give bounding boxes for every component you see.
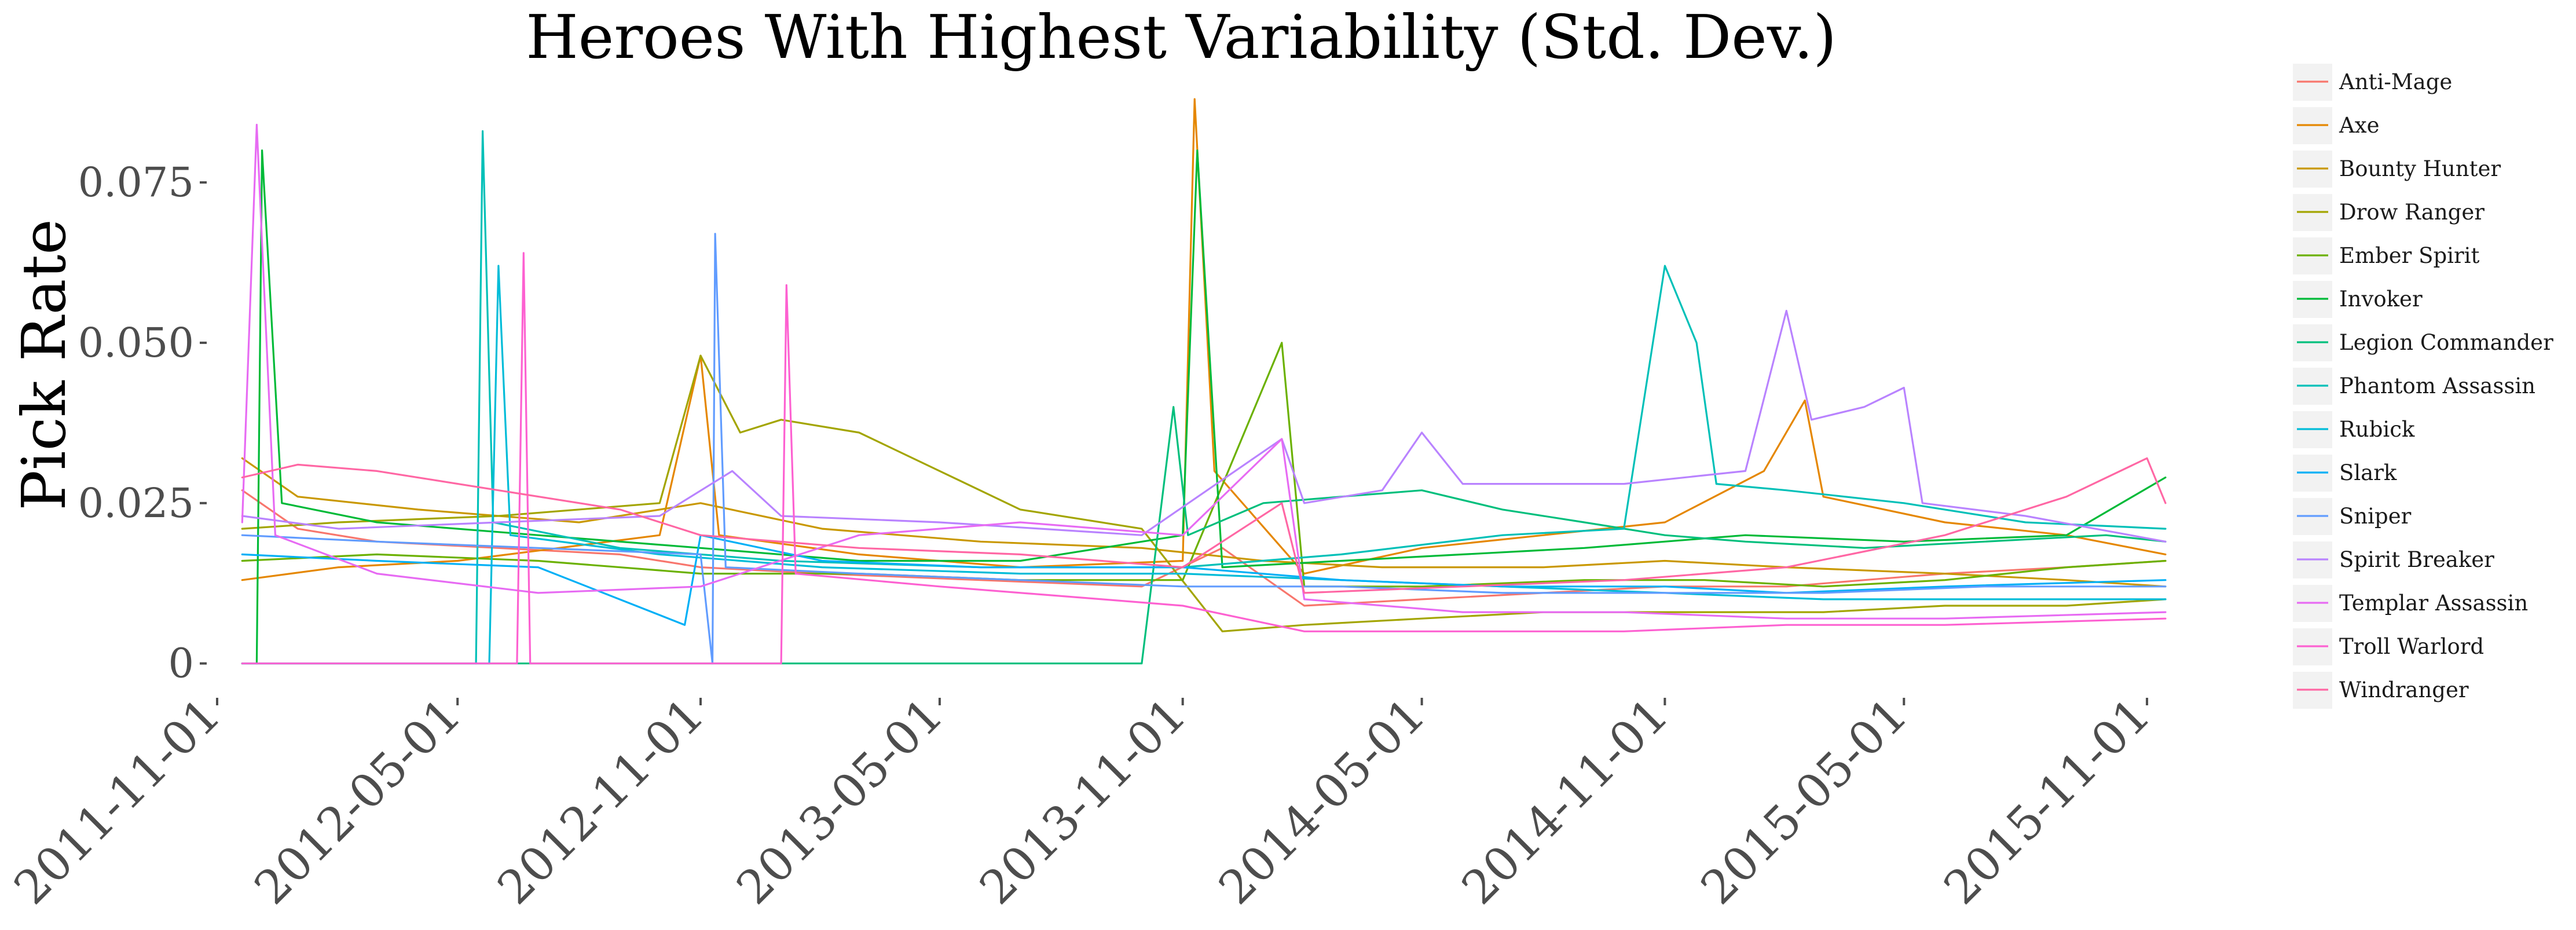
series-line-rubick — [241, 265, 2167, 665]
series-line-templar-assassin — [241, 123, 2167, 620]
x-tick-label: 2014-11-01 — [1452, 688, 1679, 915]
legend-item-windranger: Windranger — [2293, 672, 2469, 709]
y-tick-label: 0.025 — [78, 479, 194, 527]
legend-item-legion-commander: Legion Commander — [2293, 324, 2553, 361]
legend-item-axe: Axe — [2293, 107, 2379, 144]
legend-label: Slark — [2339, 460, 2397, 485]
legend-label: Legion Commander — [2339, 330, 2553, 355]
y-tick-label: 0.075 — [78, 159, 194, 206]
legend-item-spirit-breaker: Spirit Breaker — [2293, 541, 2494, 578]
legend-item-rubick: Rubick — [2293, 411, 2415, 448]
legend-label: Ember Spirit — [2339, 243, 2480, 268]
legend-label: Troll Warlord — [2339, 634, 2484, 659]
x-tick-label: 2014-05-01 — [1208, 688, 1435, 915]
series-line-axe — [241, 98, 2167, 581]
y-axis: 0 0.025 0.050 0.075 — [78, 159, 207, 687]
legend: Anti-Mage Axe Bounty Hunter Drow Ranger Embe… — [2293, 64, 2553, 709]
series-line-anti-mage — [241, 489, 2167, 607]
legend-item-slark: Slark — [2293, 455, 2397, 492]
series-line-sniper — [241, 233, 2167, 665]
legend-label: Drow Ranger — [2339, 200, 2485, 225]
legend-item-anti-mage: Anti-Mage — [2293, 64, 2452, 101]
x-tick-label: 2012-11-01 — [487, 688, 714, 915]
legend-label: Anti-Mage — [2339, 69, 2452, 94]
legend-label: Phantom Assassin — [2339, 374, 2535, 398]
series-line-troll-warlord — [241, 252, 2167, 665]
legend-label: Templar Assassin — [2339, 591, 2528, 616]
legend-label: Windranger — [2339, 678, 2469, 702]
series-line-phantom-assassin — [241, 130, 2167, 665]
x-tick-label: 2013-05-01 — [726, 688, 953, 915]
x-tick-label: 2013-11-01 — [969, 688, 1196, 915]
x-tick-label: 2012-05-01 — [244, 688, 471, 915]
x-tick-label: 2011-11-01 — [4, 688, 231, 915]
legend-item-phantom-assassin: Phantom Assassin — [2293, 368, 2535, 405]
legend-item-drow-ranger: Drow Ranger — [2293, 194, 2485, 231]
legend-label: Sniper — [2339, 504, 2412, 529]
legend-item-bounty-hunter: Bounty Hunter — [2293, 151, 2501, 188]
plot-area — [241, 98, 2167, 665]
legend-item-ember-spirit: Ember Spirit — [2293, 237, 2480, 274]
x-tick-label: 2015-05-01 — [1691, 688, 1918, 915]
legend-item-invoker: Invoker — [2293, 281, 2423, 318]
legend-label: Spirit Breaker — [2339, 547, 2494, 572]
x-axis: 2011-11-01 2012-05-01 2012-11-01 2013-05-01… — [4, 688, 2161, 915]
chart-title: Heroes With Highest Variability (Std. De… — [526, 2, 1837, 72]
y-axis-label: Pick Rate — [9, 219, 79, 511]
legend-label: Bounty Hunter — [2339, 156, 2501, 181]
series-line-legion-commander — [241, 406, 2167, 665]
series-line-windranger — [241, 457, 2167, 594]
y-tick-label: 0.050 — [78, 319, 194, 367]
series-line-slark — [241, 534, 2167, 626]
legend-item-sniper: Sniper — [2293, 498, 2412, 535]
y-tick-label: 0 — [168, 640, 194, 687]
x-tick-label: 2015-11-01 — [1934, 688, 2161, 915]
legend-label: Rubick — [2339, 417, 2415, 442]
series-line-spirit-breaker — [241, 310, 2167, 543]
legend-label: Axe — [2339, 113, 2379, 138]
legend-label: Invoker — [2339, 287, 2423, 312]
legend-item-troll-warlord: Troll Warlord — [2293, 628, 2484, 665]
series-line-drow-ranger — [241, 354, 2167, 632]
series-line-ember-spirit — [241, 342, 2167, 588]
legend-item-templar-assassin: Templar Assassin — [2293, 585, 2528, 622]
